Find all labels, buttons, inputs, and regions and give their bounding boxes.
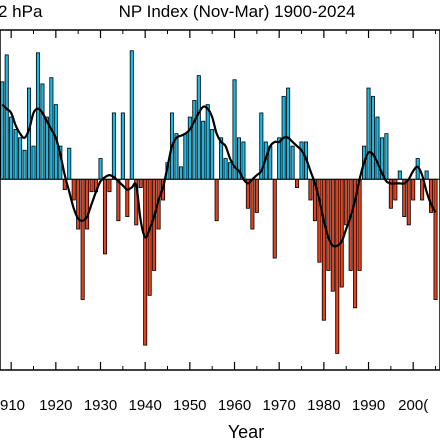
bar-1948 <box>178 166 183 180</box>
bar-1982 <box>330 178 335 292</box>
bar-1941 <box>147 178 152 296</box>
bar-1958 <box>223 158 228 180</box>
bar-1973 <box>290 145 295 180</box>
smooth-line-layer <box>1 103 437 248</box>
bar-1939 <box>138 178 143 188</box>
smoothed-index-line <box>1 103 437 248</box>
bar-1915 <box>31 145 36 180</box>
bar-1936 <box>125 178 130 217</box>
bar-1952 <box>196 75 201 180</box>
bar-1964 <box>250 178 255 230</box>
bar-1912 <box>18 137 23 180</box>
bar-1909 <box>4 54 9 180</box>
bar-1924 <box>71 178 76 201</box>
bar-1997 <box>397 170 402 180</box>
bar-1923 <box>67 147 72 180</box>
bar-1988 <box>357 178 362 271</box>
bar-1959 <box>228 162 233 180</box>
bar-1926 <box>80 178 85 300</box>
bar-1928 <box>89 178 94 193</box>
bar-1983 <box>335 178 340 354</box>
x-tick-label-1980: 1980 <box>307 397 340 414</box>
x-tick-label-1970: 1970 <box>263 397 296 414</box>
x-tick-label-2000: 200( <box>398 397 428 414</box>
bar-1911 <box>13 129 18 180</box>
x-axis-label: Year <box>228 422 264 440</box>
bar-1918 <box>44 116 49 180</box>
bar-1940 <box>143 178 148 346</box>
bar-1999 <box>406 178 411 226</box>
bar-1970 <box>277 137 282 180</box>
bar-1972 <box>286 87 291 180</box>
bar-1994 <box>384 133 389 180</box>
bar-1930 <box>98 158 103 180</box>
bar-1998 <box>402 178 407 217</box>
bar-1985 <box>344 178 349 226</box>
x-tick-label-1960: 1960 <box>218 397 251 414</box>
bar-1980 <box>321 178 326 321</box>
x-tick-label-1930: 1930 <box>84 397 117 414</box>
bar-1927 <box>85 178 90 230</box>
unit-label: 2 hPa <box>0 2 43 21</box>
bar-1956 <box>214 178 219 222</box>
bars-layer <box>0 50 438 354</box>
bar-1969 <box>272 178 277 259</box>
bar-1937 <box>129 50 134 180</box>
bar-1953 <box>201 120 206 180</box>
bar-1981 <box>326 178 331 271</box>
bar-1932 <box>107 178 112 193</box>
bar-1990 <box>366 87 371 180</box>
bar-1935 <box>120 112 125 180</box>
bar-1949 <box>183 133 188 180</box>
bar-1974 <box>295 178 300 188</box>
bar-1910 <box>9 116 14 180</box>
bar-1992 <box>375 116 380 180</box>
bar-1954 <box>205 104 210 180</box>
bar-1933 <box>111 112 116 180</box>
bar-1991 <box>370 95 376 180</box>
bar-1955 <box>210 129 215 180</box>
x-tick-label-1920: 1920 <box>39 397 72 414</box>
bar-1908 <box>0 81 5 180</box>
chart-title: NP Index (Nov-Mar) 1900-2024 <box>119 2 356 21</box>
bar-2005 <box>433 178 438 300</box>
bar-1925 <box>76 178 81 230</box>
bar-1931 <box>102 178 107 255</box>
bar-1977 <box>308 178 313 201</box>
x-tick-label-1910: 910 <box>0 397 25 414</box>
x-tick-label-1950: 1950 <box>173 397 206 414</box>
bar-1984 <box>339 178 344 288</box>
bar-1942 <box>152 178 157 271</box>
bar-1986 <box>348 178 353 271</box>
bar-2000 <box>411 178 416 201</box>
bar-1913 <box>22 149 27 180</box>
bar-1951 <box>192 100 197 180</box>
x-ticks-layer: 910 1920 1930 1940 1950 1960 1970 1980 1990 200( <box>0 30 437 414</box>
plot-frame <box>0 29 440 371</box>
bar-1916 <box>35 52 40 180</box>
bar-1917 <box>40 83 45 180</box>
x-tick-label-1940: 1940 <box>128 397 161 414</box>
bar-1934 <box>116 178 121 222</box>
bar-2003 <box>424 170 429 180</box>
x-tick-label-1990: 1990 <box>352 397 385 414</box>
bar-1965 <box>254 178 259 213</box>
bar-1962 <box>241 141 246 180</box>
